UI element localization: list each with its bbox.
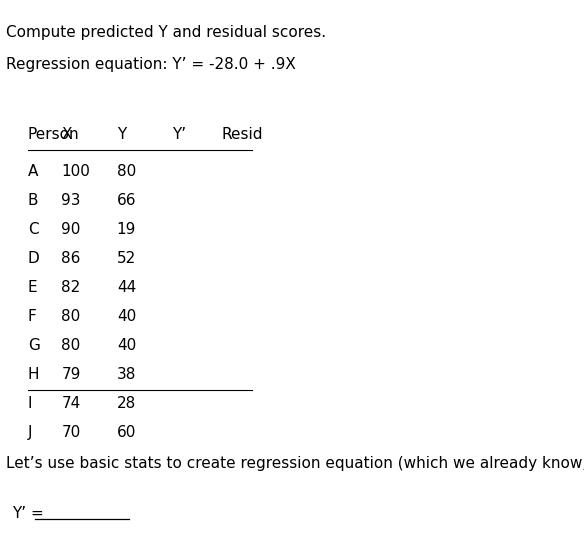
Text: 60: 60 (117, 425, 136, 440)
Text: 19: 19 (117, 222, 136, 238)
Text: H: H (27, 367, 39, 382)
Text: 80: 80 (117, 164, 136, 180)
Text: 82: 82 (61, 280, 81, 295)
Text: 80: 80 (61, 338, 81, 353)
Text: 90: 90 (61, 222, 81, 238)
Text: 86: 86 (61, 251, 81, 266)
Text: 40: 40 (117, 338, 136, 353)
Text: Y’ =: Y’ = (12, 506, 44, 521)
Text: 28: 28 (117, 396, 136, 411)
Text: J: J (27, 425, 32, 440)
Text: Resid: Resid (221, 127, 263, 142)
Text: Y: Y (117, 127, 126, 142)
Text: 80: 80 (61, 309, 81, 324)
Text: G: G (27, 338, 40, 353)
Text: E: E (27, 280, 37, 295)
Text: 44: 44 (117, 280, 136, 295)
Text: I: I (27, 396, 32, 411)
Text: Regression equation: Y’ = -28.0 + .9X: Regression equation: Y’ = -28.0 + .9X (6, 57, 296, 72)
Text: X: X (61, 127, 72, 142)
Text: F: F (27, 309, 36, 324)
Text: C: C (27, 222, 39, 238)
Text: B: B (27, 193, 38, 209)
Text: 93: 93 (61, 193, 81, 209)
Text: 79: 79 (61, 367, 81, 382)
Text: 70: 70 (61, 425, 81, 440)
Text: D: D (27, 251, 39, 266)
Text: 100: 100 (61, 164, 91, 180)
Text: A: A (27, 164, 38, 180)
Text: 38: 38 (117, 367, 136, 382)
Text: Compute predicted Y and residual scores.: Compute predicted Y and residual scores. (6, 25, 326, 39)
Text: 40: 40 (117, 309, 136, 324)
Text: Y’: Y’ (172, 127, 186, 142)
Text: Let’s use basic stats to create regression equation (which we already know, but : Let’s use basic stats to create regressi… (6, 456, 584, 471)
Text: 52: 52 (117, 251, 136, 266)
Text: 74: 74 (61, 396, 81, 411)
Text: Person: Person (27, 127, 79, 142)
Text: 66: 66 (117, 193, 136, 209)
